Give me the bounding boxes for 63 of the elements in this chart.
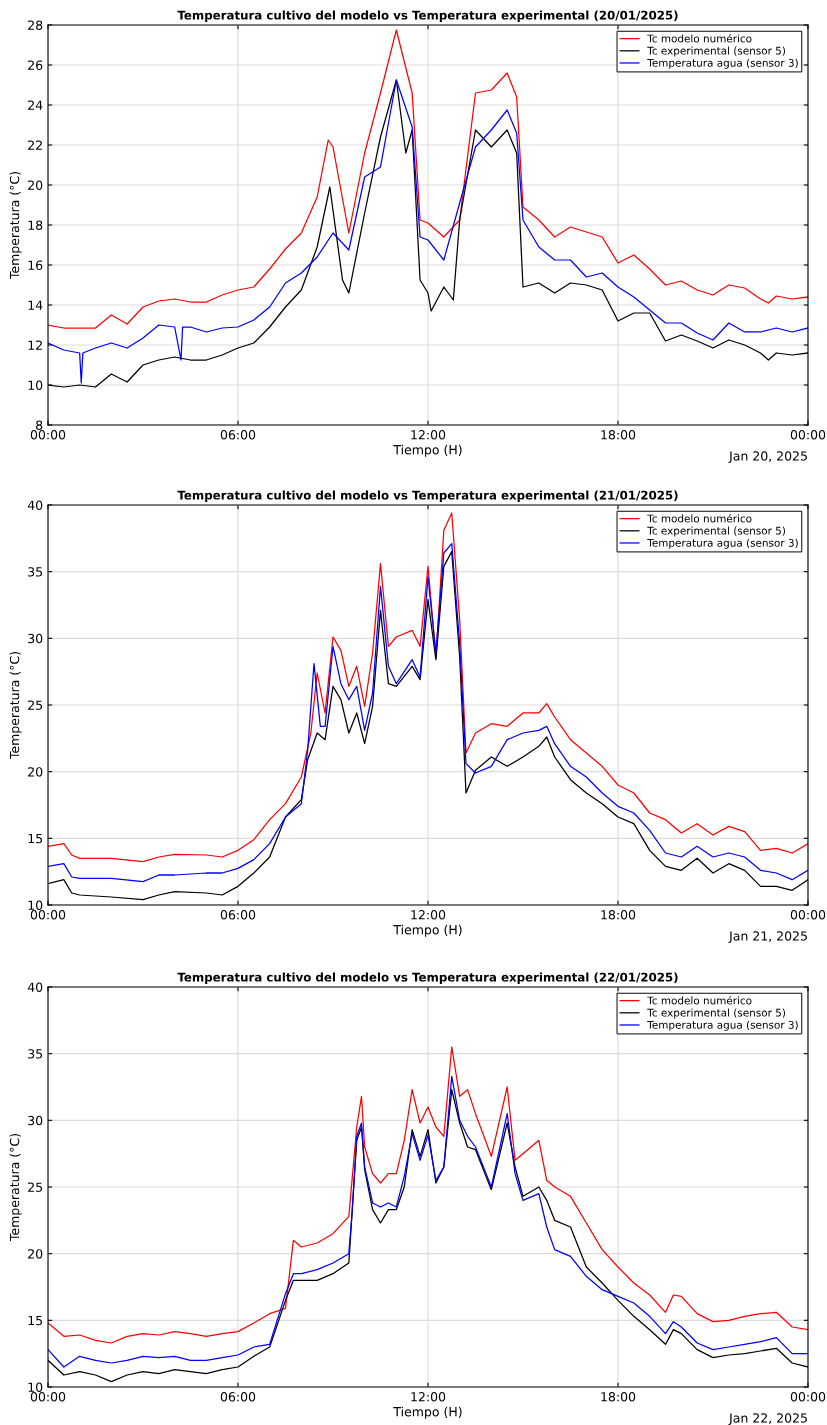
x-axis-title: Tiempo (H): [393, 444, 462, 457]
x-tick-label: 12:00: [411, 1392, 446, 1402]
x-tick-label: 18:00: [601, 1392, 636, 1402]
y-tick-label: 10: [28, 1382, 43, 1392]
y-tick-label: 28: [28, 20, 43, 30]
legend-label: Tc experimental (sensor 5): [647, 46, 785, 57]
y-axis-title: Temperatura (°C): [9, 1134, 22, 1242]
x-tick-label: 06:00: [220, 1392, 256, 1402]
y-tick-label: 8: [36, 420, 43, 430]
legend-label: Temperatura agua (sensor 3): [647, 58, 798, 69]
y-tick-label: 40: [27, 500, 43, 510]
y-tick-label: 26: [28, 60, 43, 70]
y-tick-label: 35: [28, 1049, 43, 1059]
legend-label: Tc experimental (sensor 5): [647, 1008, 785, 1019]
y-tick-label: 35: [28, 567, 43, 577]
y-tick-label: 20: [28, 1249, 43, 1259]
line-series: [48, 29, 808, 329]
y-tick-label: 18: [28, 220, 43, 230]
x-tick-label: 00:00: [30, 1392, 66, 1402]
text: Jan 21, 2025: [728, 931, 807, 943]
y-tick-label: 25: [28, 1182, 43, 1192]
text: Jan 20, 2025: [728, 451, 807, 463]
y-tick-label: 10: [28, 900, 43, 910]
y-tick-label: 24: [28, 100, 43, 110]
y-tick-label: 20: [28, 180, 43, 190]
x-tick-label: 00:00: [790, 910, 826, 920]
x-tick-label: 00:00: [30, 910, 66, 920]
y-tick-label: 25: [28, 700, 43, 710]
y-tick-label: 15: [28, 833, 43, 844]
legend-label: Temperatura agua (sensor 3): [647, 1020, 798, 1031]
line-series: [48, 1046, 808, 1344]
y-tick-label: 22: [28, 140, 42, 150]
x-tick-label: 18:00: [601, 910, 636, 920]
x-axis-title: Tiempo (H): [393, 1406, 462, 1419]
legend-label: Tc modelo numérico: [647, 513, 752, 523]
y-tick-label: 10: [28, 380, 43, 390]
x-tick-label: 12:00: [411, 430, 446, 440]
y-tick-label: 16: [28, 260, 43, 270]
y-tick-label: 40: [27, 982, 43, 992]
y-tick-label: 20: [28, 767, 43, 777]
y-tick-label: 30: [28, 1115, 43, 1126]
x-axis-title: Tiempo (H): [393, 924, 462, 937]
chart-title: Temperatura cultivo del modelo vs Temperatura experimental (20/01/2025): [177, 10, 678, 22]
y-tick-label: 30: [28, 633, 43, 644]
chart-title: Temperatura cultivo del modelo vs Temperatura experimental (21/01/2025): [177, 490, 678, 502]
legend-label: Tc modelo numérico: [647, 33, 752, 43]
legend-label: Temperatura agua (sensor 3): [647, 538, 798, 549]
y-tick-label: 12: [28, 340, 42, 350]
y-tick-label: 15: [28, 1315, 43, 1326]
x-tick-label: 06:00: [220, 430, 256, 440]
x-tick-label: 12:00: [411, 910, 446, 920]
y-tick-label: 14: [28, 300, 43, 310]
legend-label: Tc modelo numérico: [647, 995, 752, 1005]
x-tick-label: 00:00: [790, 1392, 826, 1402]
x-tick-label: 00:00: [30, 430, 66, 440]
legend-label: Tc experimental (sensor 5): [647, 526, 785, 537]
y-axis-title: Temperatura (°C): [9, 172, 22, 280]
text: Jan 22, 2025: [728, 1413, 807, 1425]
x-tick-label: 06:00: [220, 910, 256, 920]
x-tick-label: 18:00: [601, 430, 636, 440]
chart-title: Temperatura cultivo del modelo vs Temperatura experimental (22/01/2025): [177, 972, 678, 984]
y-axis-title: Temperatura (°C): [9, 652, 22, 760]
x-tick-label: 00:00: [790, 430, 826, 440]
